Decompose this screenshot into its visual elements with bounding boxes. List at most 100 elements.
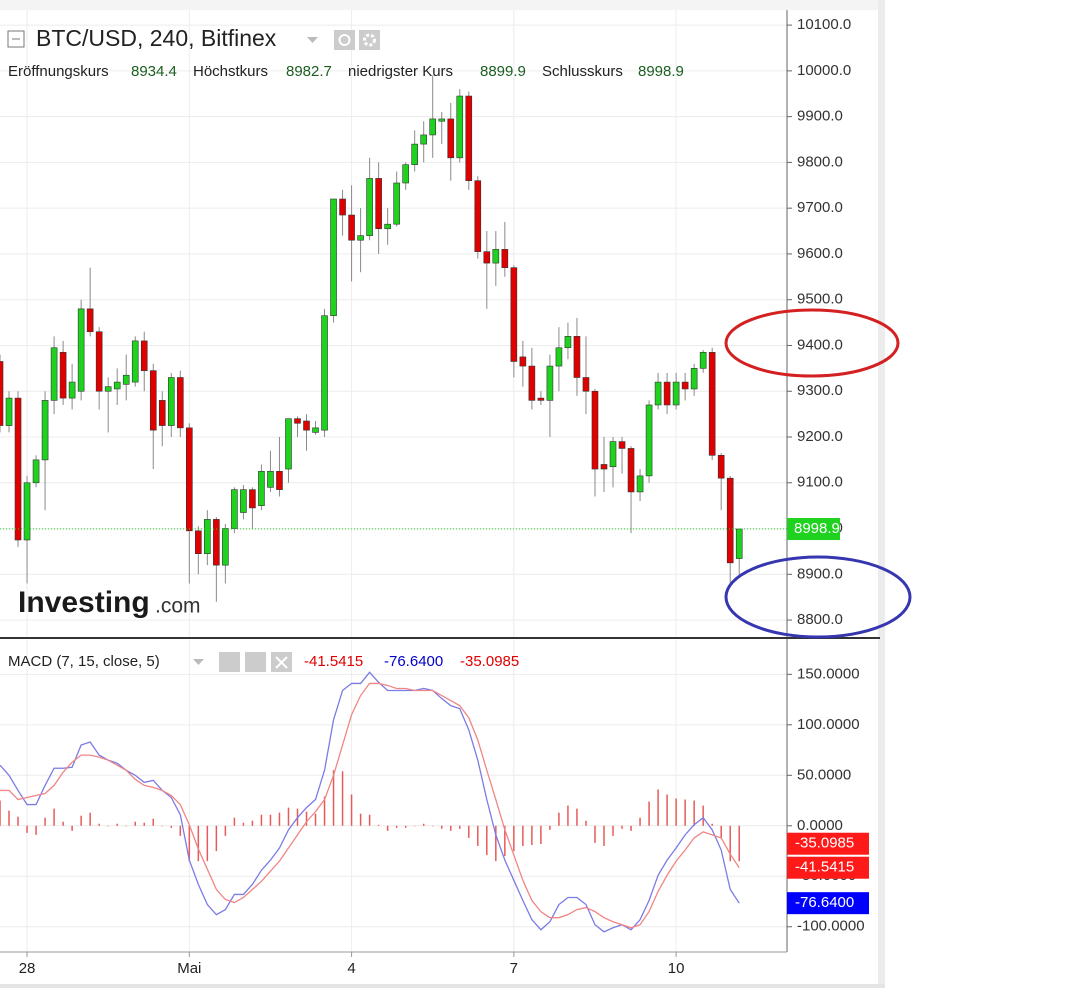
candle-body: [285, 418, 292, 470]
candle-body: [0, 361, 4, 426]
histogram-bar: [71, 825, 73, 831]
last-value-label: -41.5415: [795, 859, 854, 876]
last-price-label: 8998.9: [794, 520, 840, 537]
candle-body: [609, 441, 617, 468]
candle-body: [555, 347, 563, 367]
histogram-bar: [612, 825, 614, 836]
last-price-box: [787, 518, 840, 541]
candle-body: [32, 459, 40, 484]
visibility-button[interactable]: [334, 30, 355, 50]
histogram-bar: [332, 770, 335, 826]
candle-body: [222, 528, 229, 566]
close-value: 8998.9: [638, 63, 684, 80]
histogram-bar: [107, 825, 109, 827]
highlight-ellipse: [724, 308, 900, 378]
y-tick-label: 9700.0: [797, 199, 843, 216]
candle-body: [330, 198, 337, 317]
histogram-bar: [711, 823, 713, 826]
candle-body: [204, 519, 211, 555]
histogram-bar: [89, 812, 91, 826]
y-tick-label: 9300.0: [797, 382, 843, 399]
candle-body: [339, 198, 346, 216]
bottom-border: [0, 984, 885, 988]
overlay: 8998.9 -35.0985 -41.5415 -76.6400: [787, 518, 869, 915]
histogram-bar: [504, 825, 506, 857]
candle-body: [654, 381, 662, 406]
histogram-bar: [431, 825, 434, 827]
histogram-bar: [449, 825, 452, 831]
candle-body: [393, 182, 400, 225]
dropdown-arrow[interactable]: [193, 659, 204, 665]
close-label: Schlusskurs: [542, 63, 623, 80]
histogram-value: -35.0985: [460, 653, 519, 670]
last-value-box: [787, 832, 869, 855]
open-value: 8934.4: [131, 63, 177, 80]
top-strip: [0, 0, 880, 10]
histogram-bar: [639, 817, 641, 826]
candle-body: [23, 482, 31, 541]
candle-body: [636, 475, 644, 493]
x-tick-label: 4: [347, 960, 355, 977]
histogram-bar: [675, 798, 677, 826]
histogram-bar: [585, 820, 587, 826]
histogram-bar: [215, 825, 218, 852]
histogram-bar: [558, 812, 560, 826]
histogram-bar: [657, 789, 659, 826]
histogram-bar: [621, 825, 623, 829]
candle-body: [213, 519, 220, 566]
y-tick-label: 9400.0: [797, 336, 843, 353]
dropdown-arrow[interactable]: [307, 37, 318, 43]
grid: 8800.08900.09000.09100.09200.09300.09400…: [0, 10, 865, 977]
histogram-bar: [422, 823, 425, 826]
histogram-bar: [368, 814, 371, 826]
histogram-bar: [179, 825, 182, 836]
candle-body: [672, 381, 680, 406]
histogram-bar: [468, 825, 470, 838]
macd-value: -76.6400: [384, 653, 443, 670]
settings-button[interactable]: [359, 30, 380, 50]
candle-body: [582, 377, 590, 392]
histogram-bar: [323, 796, 326, 826]
candle-body: [366, 178, 373, 236]
x-tick-label: 28: [19, 960, 36, 977]
histogram-bar: [17, 816, 19, 826]
candle-body: [537, 397, 545, 401]
histogram-bar: [26, 825, 28, 833]
candle-body: [618, 441, 626, 449]
x-tick-label: 7: [510, 960, 518, 977]
histogram-bar: [729, 825, 731, 862]
histogram-bar: [44, 817, 46, 826]
histogram-bar: [702, 805, 704, 826]
candle-body: [186, 427, 193, 532]
histogram-bar: [134, 821, 136, 826]
histogram-bar: [260, 814, 263, 826]
y-tick-label: 9100.0: [797, 474, 843, 491]
histogram-bar: [206, 825, 209, 862]
histogram-bar: [359, 813, 362, 826]
visibility-button[interactable]: [219, 652, 240, 672]
candle-body: [5, 397, 13, 426]
histogram-bar: [603, 825, 605, 846]
candle-body: [95, 331, 103, 392]
histogram-bar: [233, 817, 236, 826]
y-tick-label: 9800.0: [797, 153, 843, 170]
y-tick-label: 50.0000: [797, 766, 851, 783]
signal-value: -41.5415: [304, 653, 363, 670]
histogram-bar: [549, 825, 551, 830]
candle-body: [231, 489, 238, 529]
settings-button[interactable]: [245, 652, 266, 672]
histogram-bar: [269, 814, 272, 826]
right-border: [878, 0, 885, 988]
histogram-bar: [143, 822, 145, 826]
candle-body: [501, 249, 509, 268]
y-tick-label: 9200.0: [797, 428, 843, 445]
candle-body: [447, 118, 455, 159]
candle-body: [591, 390, 599, 470]
candle-body: [357, 235, 364, 241]
candle-body: [77, 308, 85, 392]
histogram-bar: [513, 825, 515, 852]
candle-body: [258, 471, 265, 506]
candle-body: [348, 214, 355, 241]
candle-body: [267, 471, 274, 488]
candle-body: [519, 356, 527, 367]
